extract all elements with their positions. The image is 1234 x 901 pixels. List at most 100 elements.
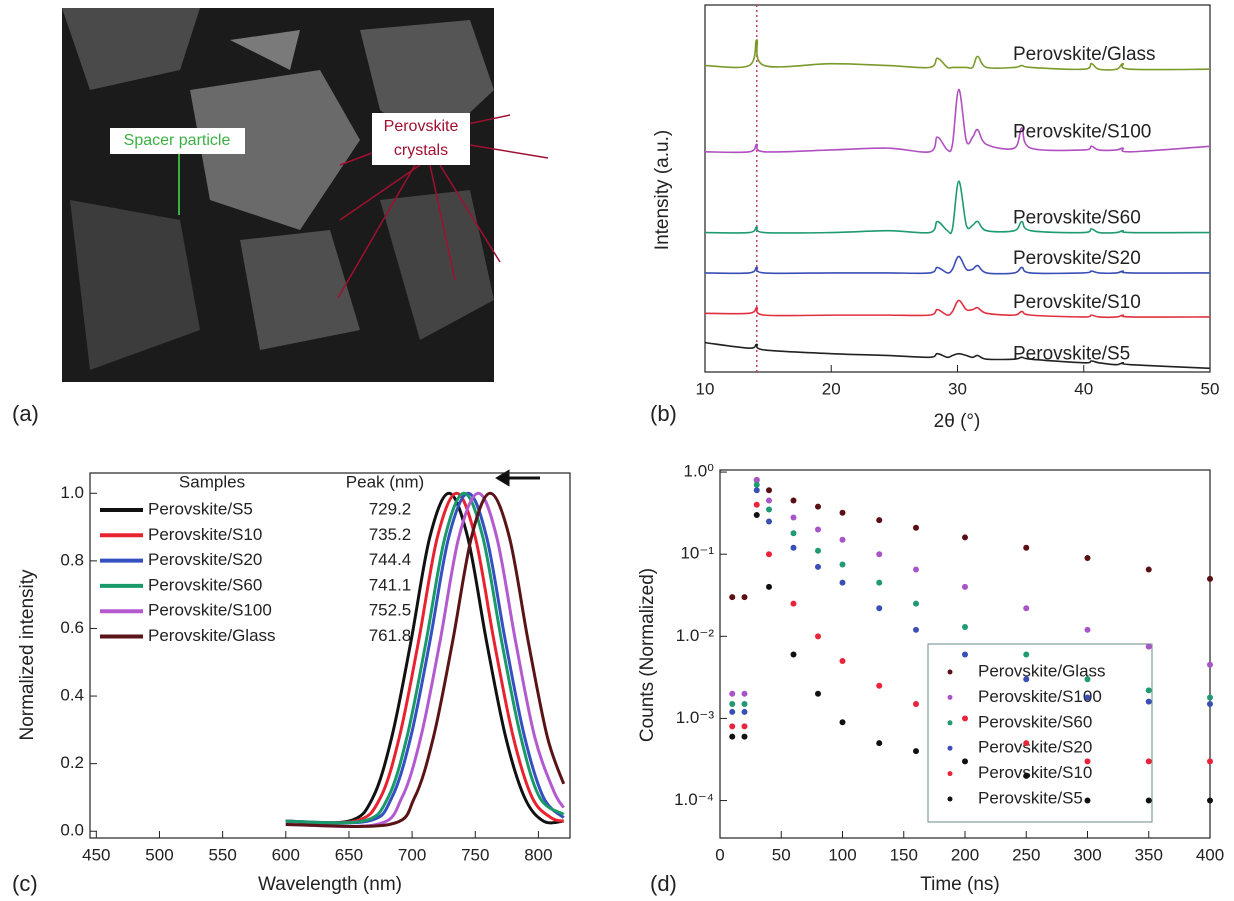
data-point bbox=[741, 708, 748, 715]
x-tick-label: 300 bbox=[1073, 845, 1101, 864]
series-label: Perovskite/S20 bbox=[1013, 248, 1141, 269]
grain bbox=[62, 8, 200, 90]
legend-peak: 761.8 bbox=[369, 626, 412, 645]
y-tick-label: 1.0⁻³ bbox=[676, 708, 715, 727]
series-line bbox=[285, 491, 566, 828]
x-tick-label: 100 bbox=[828, 845, 856, 864]
y-tick-label: 0.4 bbox=[60, 686, 84, 705]
data-point bbox=[876, 517, 883, 524]
x-tick-label: 250 bbox=[1012, 845, 1040, 864]
data-point bbox=[729, 594, 736, 601]
spacer-box bbox=[110, 128, 245, 154]
series-line bbox=[704, 180, 1211, 235]
data-point bbox=[962, 534, 968, 541]
x-tick-label: 800 bbox=[524, 845, 552, 864]
series-label: Perovskite/Glass bbox=[1013, 44, 1156, 65]
data-point bbox=[753, 501, 760, 508]
x-axis-label: 2θ (°) bbox=[934, 411, 981, 432]
legend-label: Perovskite/S5 bbox=[978, 788, 1083, 807]
legend-label: Perovskite/S20 bbox=[978, 738, 1092, 757]
x-tick-label: 550 bbox=[208, 845, 236, 864]
data-point bbox=[913, 700, 919, 707]
data-point bbox=[741, 723, 748, 730]
data-point bbox=[1207, 575, 1213, 582]
series-line bbox=[285, 491, 565, 825]
legend-label: Perovskite/S20 bbox=[148, 550, 262, 569]
legend-marker bbox=[947, 796, 953, 802]
data-point bbox=[741, 594, 748, 601]
data-point bbox=[1084, 758, 1091, 765]
panel-label: (a) bbox=[12, 401, 39, 426]
data-point bbox=[876, 579, 883, 586]
legend-label: Perovskite/S60 bbox=[978, 712, 1092, 731]
x-tick-label: 700 bbox=[398, 845, 426, 864]
legend-marker bbox=[947, 669, 953, 675]
data-point bbox=[1145, 566, 1152, 573]
data-point bbox=[1207, 700, 1213, 707]
data-point bbox=[876, 682, 883, 689]
x-tick-label: 150 bbox=[890, 845, 918, 864]
data-point bbox=[962, 758, 968, 765]
data-point bbox=[729, 700, 736, 707]
legend-box bbox=[927, 643, 1153, 823]
legend-peak: 741.1 bbox=[369, 575, 412, 594]
series-line bbox=[704, 341, 1211, 370]
legend-peak: 729.2 bbox=[369, 499, 412, 518]
data-point bbox=[1023, 544, 1030, 551]
data-point bbox=[913, 600, 919, 607]
grain bbox=[240, 230, 360, 350]
data-point bbox=[1084, 626, 1091, 633]
data-point bbox=[766, 487, 772, 494]
data-point bbox=[741, 700, 748, 707]
data-point bbox=[913, 748, 919, 755]
data-point bbox=[1084, 554, 1091, 561]
y-tick-label: 0.2 bbox=[60, 753, 84, 772]
data-point bbox=[1084, 676, 1091, 683]
legend-label: Perovskite/S60 bbox=[148, 575, 262, 594]
data-point bbox=[913, 626, 919, 633]
data-point bbox=[1145, 643, 1152, 650]
grain bbox=[190, 70, 360, 230]
data-point bbox=[790, 497, 797, 504]
x-tick-label: 0 bbox=[715, 845, 724, 864]
x-tick-label: 30 bbox=[948, 379, 967, 398]
data-point bbox=[1145, 797, 1152, 804]
data-point bbox=[962, 715, 968, 722]
data-point bbox=[741, 690, 748, 697]
y-axis-label: Normalized intensity bbox=[17, 569, 38, 741]
data-point bbox=[729, 690, 736, 697]
data-point bbox=[839, 579, 846, 586]
data-point bbox=[753, 512, 760, 519]
series-line bbox=[285, 491, 564, 825]
legend-header: Peak (nm) bbox=[346, 472, 424, 491]
x-tick-label: 20 bbox=[822, 379, 841, 398]
legend-label: Perovskite/S5 bbox=[148, 499, 253, 518]
x-tick-label: 750 bbox=[461, 845, 489, 864]
x-tick-label: 50 bbox=[772, 845, 791, 864]
data-point bbox=[729, 708, 736, 715]
panel-label: (c) bbox=[12, 871, 38, 896]
data-point bbox=[753, 481, 760, 488]
data-point bbox=[1023, 772, 1030, 779]
data-point bbox=[766, 551, 772, 558]
data-point bbox=[815, 633, 821, 640]
series-line bbox=[285, 491, 565, 825]
y-tick-label: 1.0⁰ bbox=[684, 462, 715, 481]
series-line bbox=[285, 491, 565, 828]
legend-marker bbox=[947, 694, 953, 700]
data-point bbox=[1145, 758, 1152, 765]
data-point bbox=[962, 623, 968, 630]
data-point bbox=[815, 690, 821, 697]
legend-label: Perovskite/S10 bbox=[148, 525, 262, 544]
legend-label: Perovskite/Glass bbox=[978, 661, 1106, 680]
series-line bbox=[704, 255, 1211, 275]
legend-label: Perovskite/S100 bbox=[148, 601, 272, 620]
y-tick-label: 1.0⁻² bbox=[676, 626, 715, 645]
data-point bbox=[753, 487, 760, 494]
data-point bbox=[766, 518, 772, 525]
series-line bbox=[704, 39, 1211, 71]
sem-image: Spacer particle Perovskite crystals bbox=[62, 8, 549, 382]
plot-frame bbox=[89, 472, 571, 839]
y-tick-label: 1.0 bbox=[60, 483, 84, 502]
